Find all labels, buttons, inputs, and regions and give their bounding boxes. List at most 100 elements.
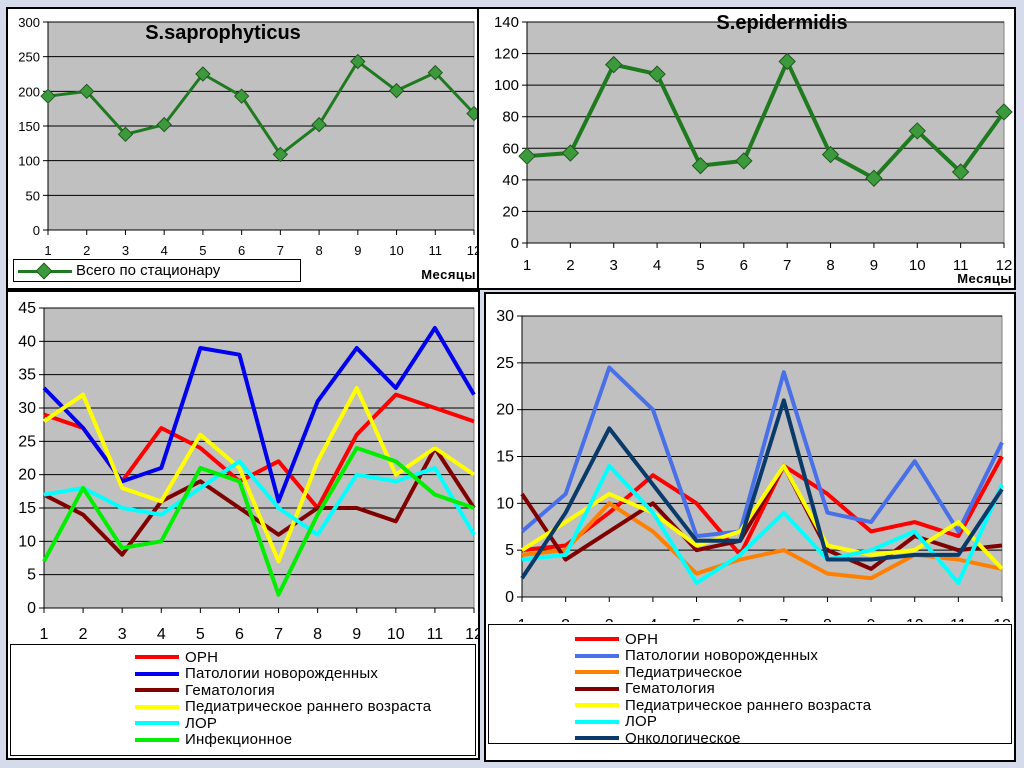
data-point	[388, 82, 405, 99]
legend-swatch	[135, 688, 179, 693]
x-tick-label: 10	[389, 243, 403, 258]
legend-item: Педиатрическое	[575, 664, 1011, 681]
y-tick-label: 25	[18, 433, 36, 450]
x-tick-label: 12	[996, 257, 1013, 274]
data-point	[79, 83, 95, 100]
x-tick-label: 10	[909, 257, 926, 274]
x-tick-label: 3	[610, 257, 618, 274]
x-tick-label: 4	[161, 243, 168, 258]
x-tick-label: 4	[157, 626, 166, 643]
x-tick-label: 1	[44, 243, 51, 258]
x-tick-label: 7	[779, 617, 788, 622]
legend-item: Патологии новорожденных	[575, 647, 1011, 664]
x-tick-label: 11	[427, 626, 444, 643]
data-point	[40, 88, 56, 104]
legend-label: ЛОР	[185, 714, 218, 732]
y-tick-label: 5	[505, 542, 514, 559]
legend-item: ЛОР	[135, 715, 475, 732]
x-tick-label: 7	[783, 257, 791, 274]
chart-departments-right: 051015202530123456789101112	[496, 308, 1011, 622]
data-point	[427, 64, 443, 81]
x-tick-label: 8	[823, 617, 832, 622]
x-tick-label: 9	[867, 617, 876, 622]
x-tick-label: 8	[315, 243, 322, 258]
data-point	[561, 144, 580, 162]
y-tick-label: 0	[27, 600, 36, 617]
legend-swatch	[18, 262, 72, 279]
data-point	[195, 66, 211, 82]
x-tick-label: 8	[826, 257, 834, 274]
legend-label: Онкологическое	[625, 729, 741, 744]
y-tick-label: 10	[18, 533, 36, 550]
plot-area	[43, 307, 475, 609]
x-tick-label: 9	[870, 257, 878, 274]
chart-title: S.saprophyticus	[145, 22, 301, 44]
legend-swatch	[575, 686, 619, 691]
legend-swatch	[575, 637, 619, 642]
chart-departments-left: 051015202530354045123456789101112	[18, 300, 478, 643]
data-point	[605, 55, 623, 74]
data-point	[518, 147, 536, 165]
x-tick-label: 2	[79, 626, 88, 643]
x-tick-label: 12	[993, 617, 1011, 622]
y-tick-label: 20	[496, 402, 514, 419]
series-line	[43, 446, 476, 557]
legend-item: Гематология	[575, 680, 1011, 698]
legend-swatch	[135, 655, 179, 660]
legend-item: Гематология	[135, 682, 475, 699]
data-point	[156, 116, 172, 133]
y-tick-label: 150	[18, 119, 40, 134]
y-tick-label: 35	[18, 367, 36, 384]
legend-label: Педиатрическое раннего возраста	[185, 698, 432, 716]
legend-label: Гематология	[185, 681, 275, 699]
chart-panel-epidermidis: 0 20 40 60 80 100 120 140 1 2 3 4 5 6 7 8 9 10 11 12 S.epide…	[477, 7, 1016, 290]
legend-departments-right: ОРН Патологии новорожденных Педиатрическое…	[488, 624, 1012, 744]
legend-swatch	[575, 719, 619, 724]
chart-panel-departments-right: 051015202530123456789101112 ОРНПатологии…	[484, 292, 1016, 762]
series-line	[47, 60, 476, 156]
chart-panel-departments-left: 051015202530354045123456789101112 ОРНПат…	[6, 290, 480, 760]
legend-swatch	[135, 671, 179, 676]
x-axis-label: Месяцы	[957, 271, 1012, 286]
legend-swatch	[575, 703, 619, 708]
x-tick-label: 6	[736, 617, 745, 622]
y-tick-label: 20	[18, 467, 36, 484]
legend-swatch	[575, 670, 619, 675]
x-tick-label: 4	[653, 257, 661, 274]
data-point	[272, 146, 289, 163]
x-tick-label: 9	[354, 243, 361, 258]
y-tick-label: 120	[494, 46, 519, 63]
x-tick-label: 12	[467, 243, 478, 258]
series-line	[526, 59, 1006, 181]
chart-title: S.epidermidis	[716, 12, 847, 34]
x-tick-label: 2	[561, 617, 570, 622]
x-tick-label: 3	[118, 626, 127, 643]
y-tick-label: 10	[496, 495, 514, 512]
x-tick-label: 6	[235, 626, 244, 643]
x-tick-label: 4	[648, 617, 657, 622]
legend-swatch	[135, 737, 179, 742]
legend-item: Онкологическое	[575, 729, 1011, 744]
series-line	[43, 459, 476, 537]
series-line	[42, 446, 475, 597]
legend-swatch	[575, 736, 619, 741]
data-point	[865, 169, 883, 187]
legend-label: Всего по стационару	[76, 262, 221, 279]
y-tick-label: 20	[502, 203, 519, 220]
legend-label: Гематология	[625, 680, 715, 698]
x-tick-label: 7	[277, 243, 284, 258]
legend-item: Инфекционное	[135, 731, 475, 748]
legend-item: ОРН	[135, 649, 475, 666]
x-tick-label: 6	[238, 243, 245, 258]
legend-label: ЛОР	[625, 713, 658, 731]
x-tick-label: 10	[387, 626, 405, 643]
data-point	[311, 116, 327, 133]
x-tick-label: 1	[518, 617, 527, 622]
x-tick-label: 2	[83, 243, 90, 258]
series-line	[521, 455, 1004, 557]
x-tick-label: 10	[906, 617, 924, 622]
x-tick-label: 1	[40, 626, 49, 643]
legend-item: ЛОР	[575, 713, 1011, 731]
y-tick-label: 30	[496, 308, 514, 325]
x-tick-label: 12	[465, 626, 478, 643]
